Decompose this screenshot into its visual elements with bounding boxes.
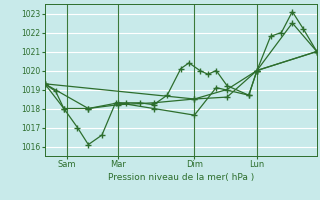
X-axis label: Pression niveau de la mer( hPa ): Pression niveau de la mer( hPa ) — [108, 173, 254, 182]
